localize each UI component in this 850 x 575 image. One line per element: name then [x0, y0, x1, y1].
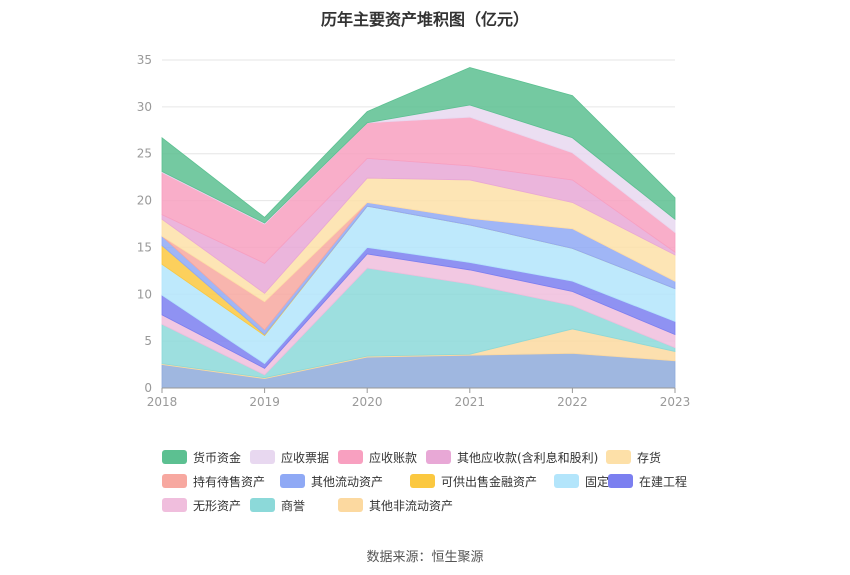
legend-item[interactable]: 应收票据	[250, 449, 329, 465]
legend-item[interactable]: 持有待售资产	[162, 473, 265, 489]
legend-swatch	[410, 474, 435, 488]
legend-label: 可供出售金融资产	[441, 474, 538, 489]
y-tick-label: 35	[137, 53, 152, 67]
legend-swatch	[280, 474, 305, 488]
y-tick-label: 5	[144, 334, 152, 348]
y-tick-label: 15	[137, 240, 152, 254]
legend-label: 货币资金	[193, 450, 242, 465]
y-tick-label: 10	[137, 287, 152, 301]
legend-swatch	[250, 450, 275, 464]
legend-item[interactable]: 其他流动资产	[280, 473, 383, 489]
legend-label: 持有待售资产	[193, 474, 266, 489]
y-tick-label: 25	[137, 147, 152, 161]
legend-label: 应收账款	[369, 450, 418, 465]
legend-swatch	[426, 450, 451, 464]
legend-swatch	[608, 474, 633, 488]
data-source-note: 数据来源：恒生聚源	[366, 550, 484, 565]
legend-label: 在建工程	[639, 474, 688, 489]
y-tick-label: 0	[144, 381, 152, 395]
x-tick-label: 2021	[455, 395, 486, 409]
x-tick-label: 2019	[249, 395, 280, 409]
x-tick-label: 2020	[352, 395, 383, 409]
legend-swatch	[338, 498, 363, 512]
legend-item[interactable]: 可供出售金融资产	[410, 473, 537, 489]
legend-swatch	[162, 474, 187, 488]
legend-label: 其他非流动资产	[369, 498, 454, 513]
legend-label: 其他流动资产	[311, 474, 384, 489]
legend-swatch	[162, 450, 187, 464]
legend-item[interactable]: 应收账款	[338, 449, 417, 465]
legend-label: 应收票据	[281, 450, 330, 465]
legend-swatch	[250, 498, 275, 512]
y-tick-label: 20	[137, 194, 152, 208]
legend-item[interactable]: 存货	[606, 449, 661, 465]
legend-item[interactable]: 货币资金	[162, 449, 241, 465]
legend-item[interactable]: 其他非流动资产	[338, 497, 453, 513]
area-series-13[interactable]	[161, 67, 676, 224]
x-tick-label: 2022	[557, 395, 588, 409]
y-tick-label: 30	[137, 100, 152, 114]
legend-item[interactable]: 商誉	[250, 497, 305, 513]
legend-label: 无形资产	[193, 498, 242, 513]
x-tick-label: 2023	[660, 395, 691, 409]
legend-label: 存货	[637, 450, 662, 465]
legend-swatch	[606, 450, 631, 464]
legend-label: 商誉	[281, 498, 306, 513]
x-tick-label: 2018	[147, 395, 178, 409]
legend-item[interactable]: 在建工程	[608, 473, 687, 489]
legend-label: 其他应收款(含利息和股利)	[457, 450, 599, 465]
chart-title: 历年主要资产堆积图（亿元）	[320, 10, 529, 29]
legend-swatch	[162, 498, 187, 512]
legend-item[interactable]: 无形资产	[162, 497, 241, 513]
legend-item[interactable]: 其他应收款(含利息和股利)	[426, 449, 598, 465]
legend-swatch	[554, 474, 579, 488]
legend-swatch	[338, 450, 363, 464]
